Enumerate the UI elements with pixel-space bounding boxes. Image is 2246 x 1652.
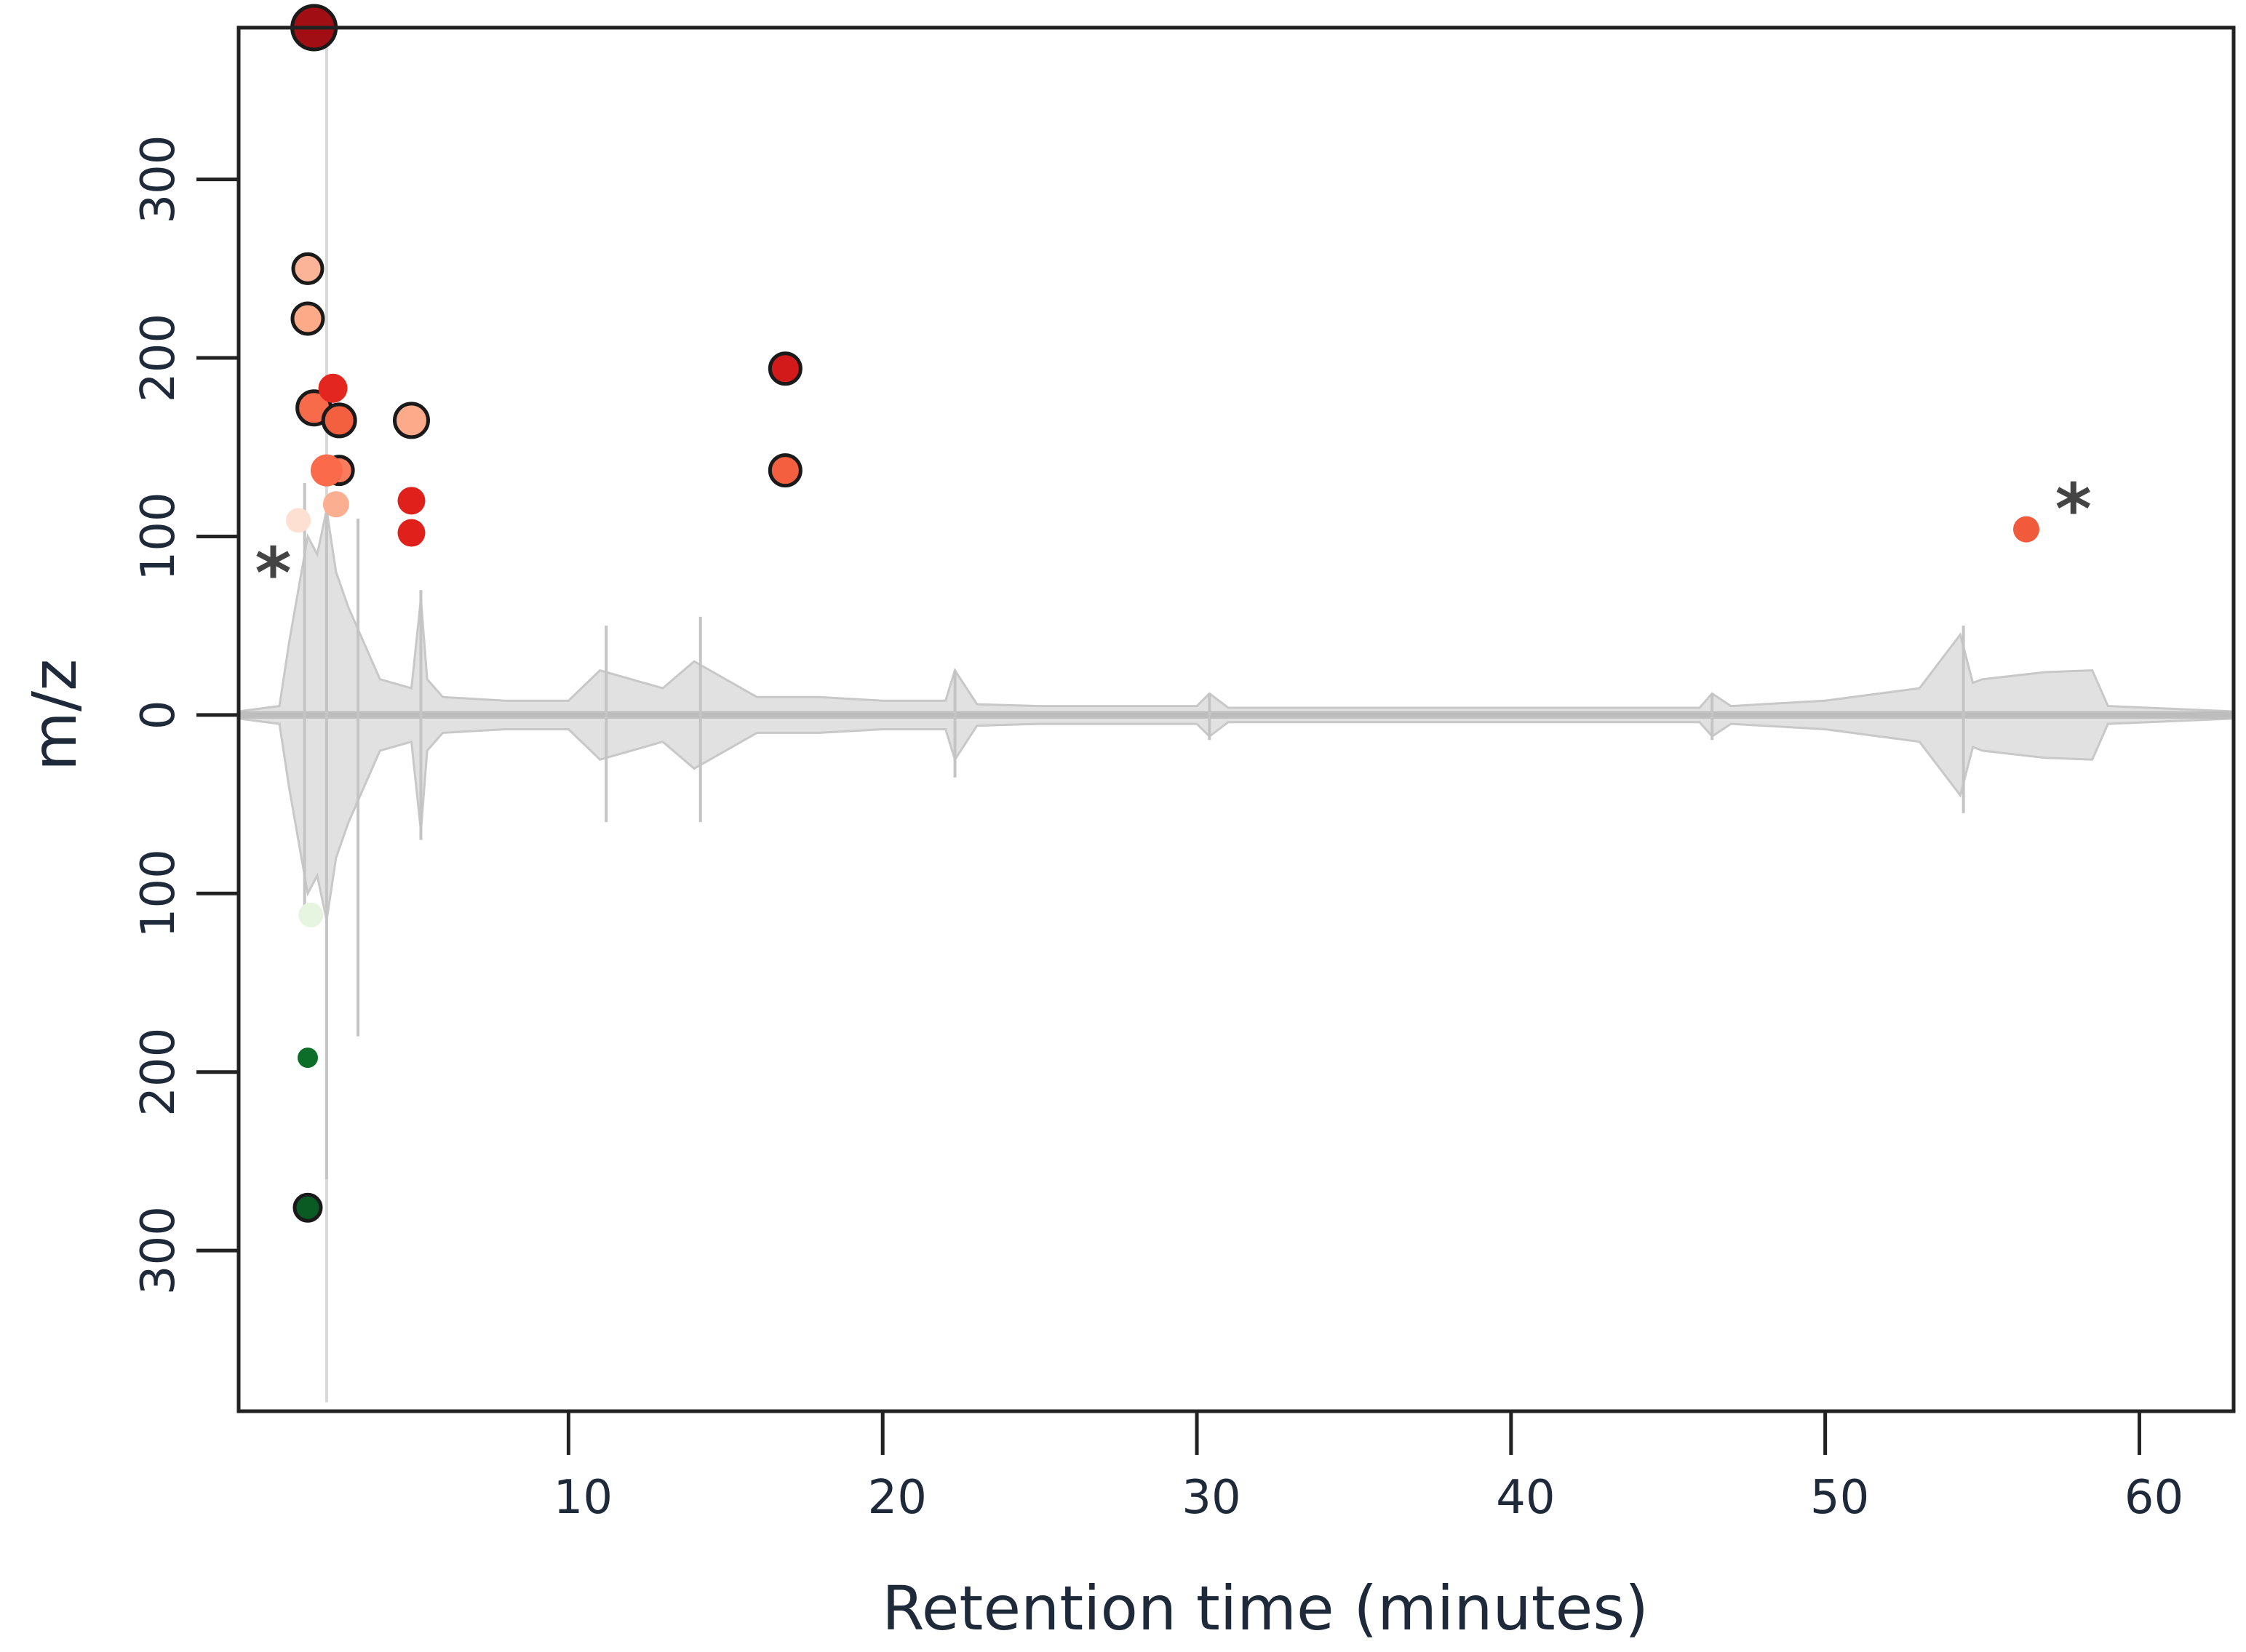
data-point bbox=[298, 902, 324, 927]
x-tick-label: 40 bbox=[1496, 1471, 1555, 1525]
data-point bbox=[768, 351, 803, 386]
x-tick-label: 50 bbox=[1810, 1471, 1869, 1525]
data-point bbox=[392, 402, 430, 439]
data-point bbox=[290, 301, 325, 336]
data-point bbox=[286, 508, 311, 533]
chromatogram-traces bbox=[237, 28, 2235, 1402]
y-tick-label: 100 bbox=[132, 849, 186, 938]
x-tick-label: 30 bbox=[1182, 1471, 1241, 1525]
data-point bbox=[322, 491, 349, 518]
data-point bbox=[397, 519, 426, 547]
x-tick-label: 20 bbox=[867, 1471, 926, 1525]
data-point bbox=[768, 453, 803, 488]
y-axis-title: m/z bbox=[19, 659, 90, 771]
data-point bbox=[321, 402, 357, 439]
data-point bbox=[292, 1192, 323, 1223]
asterisk-annotation: * bbox=[2055, 468, 2092, 550]
plot-frame bbox=[236, 25, 2236, 1413]
y-tick-label: 200 bbox=[132, 314, 186, 402]
y-tick-label: 200 bbox=[132, 1028, 186, 1117]
data-point bbox=[291, 252, 324, 285]
data-point bbox=[310, 454, 343, 487]
y-tick-label: 0 bbox=[132, 701, 186, 730]
data-point bbox=[297, 1048, 318, 1069]
y-axis: 300 200 100 0 100 200 300 bbox=[132, 135, 239, 1295]
y-tick-label: 300 bbox=[132, 135, 186, 224]
x-axis-title: Retention time (minutes) bbox=[882, 1573, 1649, 1644]
y-tick-label: 300 bbox=[132, 1206, 186, 1295]
data-point bbox=[2013, 516, 2040, 543]
x-axis: 10 20 30 40 50 60 bbox=[554, 1411, 2183, 1525]
data-point bbox=[318, 373, 348, 403]
x-tick-label: 60 bbox=[2124, 1471, 2183, 1525]
data-point bbox=[397, 487, 426, 515]
x-tick-label: 10 bbox=[554, 1471, 613, 1525]
data-points bbox=[286, 4, 2040, 1223]
y-tick-label: 100 bbox=[132, 492, 186, 580]
asterisk-annotation: * bbox=[255, 533, 291, 615]
annotations: ** bbox=[255, 468, 2091, 614]
